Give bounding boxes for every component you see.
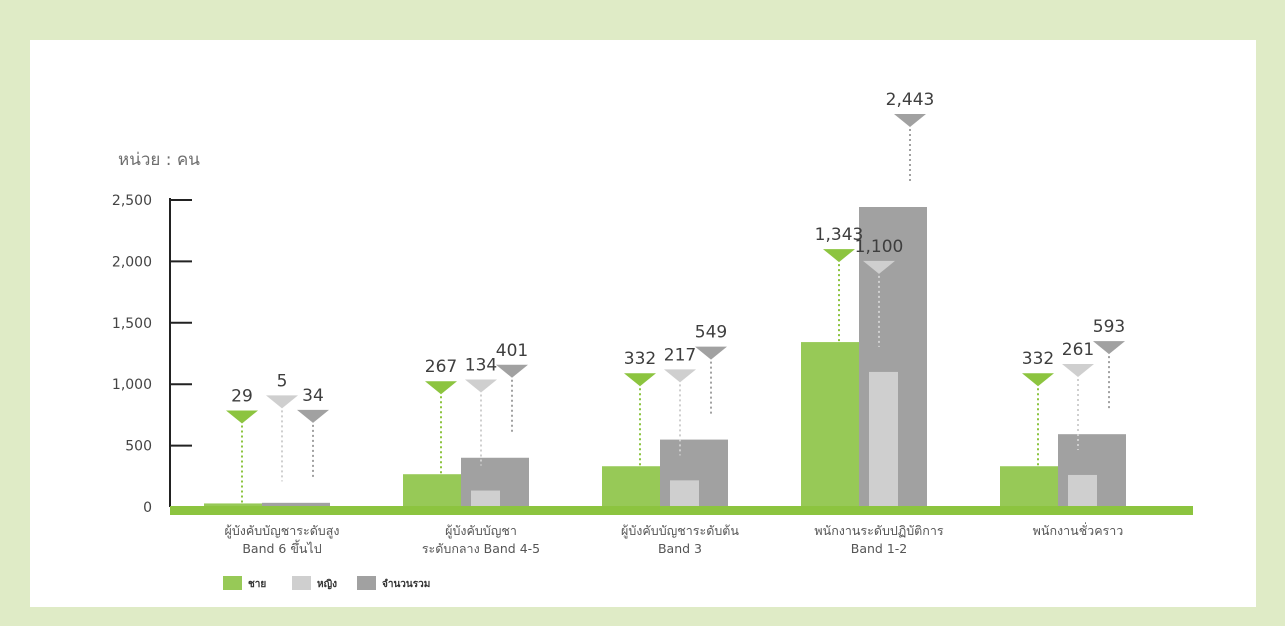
value-label: 332 <box>624 349 656 369</box>
value-label: 593 <box>1093 317 1125 337</box>
bar <box>801 342 869 507</box>
bar <box>1068 474 1097 507</box>
value-label: 401 <box>496 341 528 361</box>
bar <box>869 371 898 507</box>
category-label: ผู้บังคับบัญชาระดับต้น <box>621 523 739 539</box>
y-tick-label: 1,000 <box>112 377 152 393</box>
category-label: พนักงานชั่วคราว <box>1033 522 1124 538</box>
legend-label: หญิง <box>317 578 337 590</box>
bar <box>1000 466 1068 507</box>
unit-label: หน่วย : คน <box>118 150 200 170</box>
category-label: Band 1-2 <box>851 541 907 556</box>
value-label: 332 <box>1022 349 1054 369</box>
bar <box>262 502 330 507</box>
baseline-bar <box>170 506 1193 515</box>
value-marker <box>1022 373 1054 387</box>
legend-label: จำนวนรวม <box>382 578 430 590</box>
value-marker <box>695 346 727 360</box>
value-label: 29 <box>231 386 253 406</box>
value-marker <box>624 373 656 387</box>
value-marker <box>297 409 329 423</box>
legend-label: ชาย <box>248 579 266 590</box>
value-label: 1,100 <box>855 237 904 257</box>
value-label: 134 <box>465 356 497 376</box>
value-marker <box>465 379 497 393</box>
y-tick-label: 1,500 <box>112 316 152 332</box>
value-label: 217 <box>664 345 696 365</box>
y-tick-label: 500 <box>125 439 152 455</box>
value-label: 34 <box>302 386 324 406</box>
category-label: Band 3 <box>658 541 702 556</box>
category-label: ระดับกลาง Band 4-5 <box>422 541 540 556</box>
y-tick-label: 2,000 <box>112 254 152 270</box>
legend-swatch <box>223 576 242 590</box>
value-label: 267 <box>425 357 457 377</box>
value-label: 5 <box>277 371 288 391</box>
category-label: ผู้บังคับบัญชาระดับสูง <box>225 523 340 539</box>
value-marker <box>863 260 895 274</box>
value-label: 2,443 <box>886 90 935 110</box>
value-label: 1,343 <box>815 225 864 245</box>
y-tick-label: 0 <box>143 500 152 516</box>
value-marker <box>1093 341 1125 355</box>
value-label: 261 <box>1062 340 1094 360</box>
value-marker <box>226 410 258 424</box>
value-marker <box>266 395 298 409</box>
category-label: ผู้บังคับบัญชา <box>445 523 517 539</box>
legend-swatch <box>292 576 311 590</box>
legend-swatch <box>357 576 376 590</box>
value-marker <box>496 364 528 378</box>
bar <box>670 480 699 507</box>
value-marker <box>425 381 457 395</box>
bar <box>471 490 500 507</box>
value-marker <box>1062 363 1094 377</box>
category-label: Band 6 ขึ้นไป <box>242 539 321 556</box>
bar <box>602 466 670 507</box>
category-label: พนักงานระดับปฏิบัติการ <box>814 523 943 538</box>
value-marker <box>664 369 696 383</box>
value-marker <box>823 249 855 263</box>
y-tick-label: 2,500 <box>112 193 152 209</box>
value-marker <box>894 113 926 127</box>
value-label: 549 <box>695 323 727 343</box>
bar <box>204 503 272 507</box>
bar <box>403 474 471 507</box>
